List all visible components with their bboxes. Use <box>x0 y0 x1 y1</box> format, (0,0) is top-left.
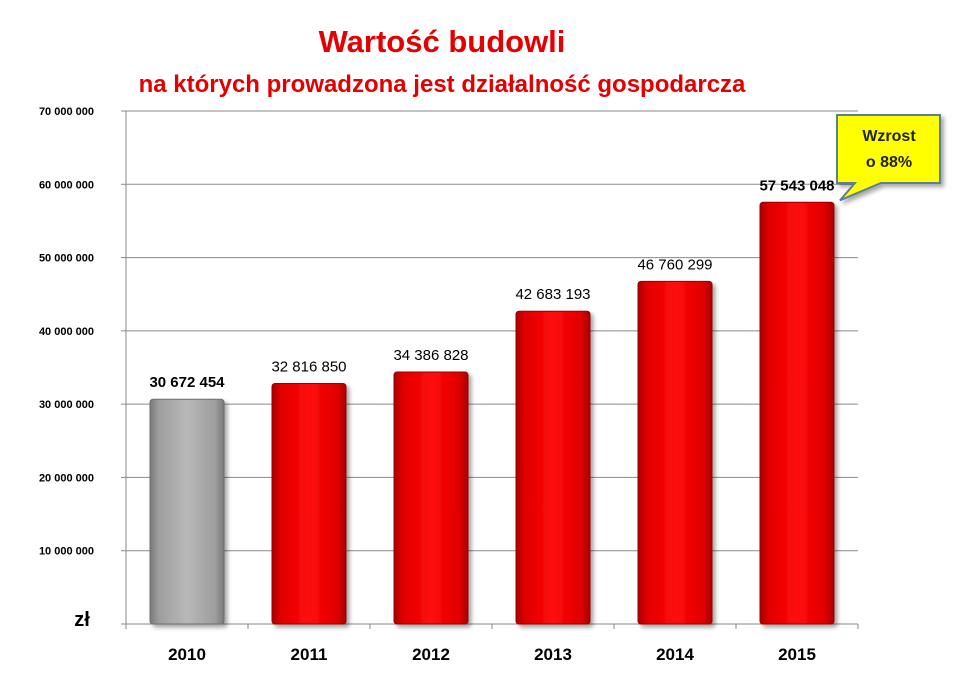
bar-2011 <box>271 382 347 625</box>
data-label-2015: 57 543 048 <box>759 177 834 194</box>
gridlines <box>121 110 858 625</box>
x-tick-label-2012: 2012 <box>412 645 450 664</box>
chart-title: Wartość budowli <box>319 24 566 59</box>
data-labels: 30 672 454 32 816 850 34 386 828 42 683 193… <box>149 177 834 391</box>
bar-2015 <box>759 201 835 625</box>
data-label-2010: 30 672 454 <box>149 374 225 391</box>
x-tick-label-2015: 2015 <box>778 645 816 664</box>
y-axis-unit-label: zł <box>74 609 90 631</box>
callout-bubble <box>836 114 941 202</box>
bar-2010 <box>149 398 225 625</box>
bar-2014 <box>637 280 713 625</box>
y-axis-tick-labels: 10 000 000 20 000 000 30 000 000 40 000 000… <box>39 106 94 558</box>
bar-2012 <box>393 371 469 625</box>
data-label-2011: 32 816 850 <box>271 358 346 375</box>
x-tick-label-2010: 2010 <box>168 645 206 664</box>
axes <box>125 111 859 629</box>
x-tick-label-2011: 2011 <box>291 645 328 664</box>
bars <box>149 201 835 625</box>
y-tick-label: 60 000 000 <box>39 179 94 191</box>
x-axis-tick-labels: 2010 2011 2012 2013 2014 2015 <box>168 645 816 664</box>
callout-line-1: Wzrost <box>862 128 916 145</box>
y-tick-label: 40 000 000 <box>39 326 94 338</box>
data-label-2014: 46 760 299 <box>637 256 712 273</box>
y-tick-label: 20 000 000 <box>39 472 94 484</box>
x-tick-label-2013: 2013 <box>534 645 572 664</box>
y-tick-label: 70 000 000 <box>39 106 94 118</box>
y-tick-label: 30 000 000 <box>39 399 94 411</box>
callout-line-2: o 88% <box>866 154 912 171</box>
bar-2013 <box>515 310 591 625</box>
y-tick-label: 10 000 000 <box>39 546 94 558</box>
x-tick-label-2014: 2014 <box>656 645 694 664</box>
growth-callout: Wzrost o 88% <box>836 114 941 202</box>
data-label-2012: 34 386 828 <box>393 347 468 364</box>
data-label-2013: 42 683 193 <box>515 286 590 303</box>
chart-subtitle: na których prowadzona jest działalność g… <box>139 71 746 98</box>
y-tick-label: 50 000 000 <box>39 253 94 265</box>
